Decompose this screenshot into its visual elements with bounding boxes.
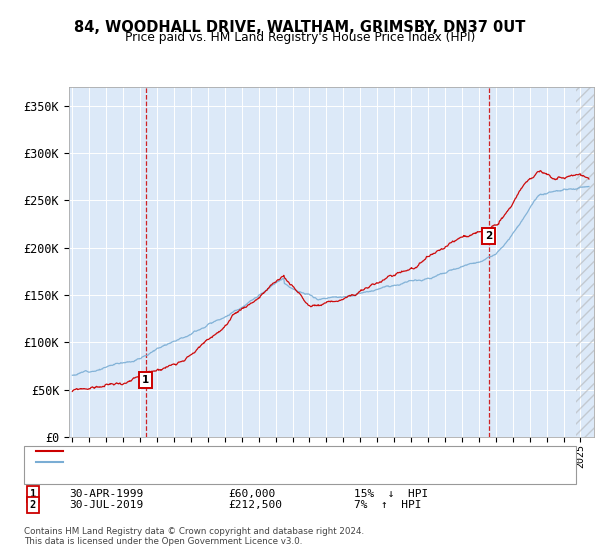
Text: £212,500: £212,500: [228, 500, 282, 510]
Text: Price paid vs. HM Land Registry's House Price Index (HPI): Price paid vs. HM Land Registry's House …: [125, 31, 475, 44]
Text: HPI: Average price, detached house, North East Lincolnshire: HPI: Average price, detached house, Nort…: [69, 457, 369, 467]
Text: 84, WOODHALL DRIVE, WALTHAM, GRIMSBY, DN37 0UT: 84, WOODHALL DRIVE, WALTHAM, GRIMSBY, DN…: [74, 20, 526, 35]
Text: 1: 1: [30, 489, 36, 499]
Text: £60,000: £60,000: [228, 489, 275, 499]
Text: 2: 2: [485, 231, 492, 241]
Text: 7%  ↑  HPI: 7% ↑ HPI: [354, 500, 421, 510]
Text: 30-JUL-2019: 30-JUL-2019: [69, 500, 143, 510]
Text: 15%  ↓  HPI: 15% ↓ HPI: [354, 489, 428, 499]
Text: 2: 2: [30, 500, 36, 510]
Text: Contains HM Land Registry data © Crown copyright and database right 2024.
This d: Contains HM Land Registry data © Crown c…: [24, 527, 364, 546]
Text: 84, WOODHALL DRIVE, WALTHAM, GRIMSBY, DN37 0UT (detached house): 84, WOODHALL DRIVE, WALTHAM, GRIMSBY, DN…: [69, 446, 434, 456]
Text: 30-APR-1999: 30-APR-1999: [69, 489, 143, 499]
Text: 1: 1: [142, 375, 149, 385]
